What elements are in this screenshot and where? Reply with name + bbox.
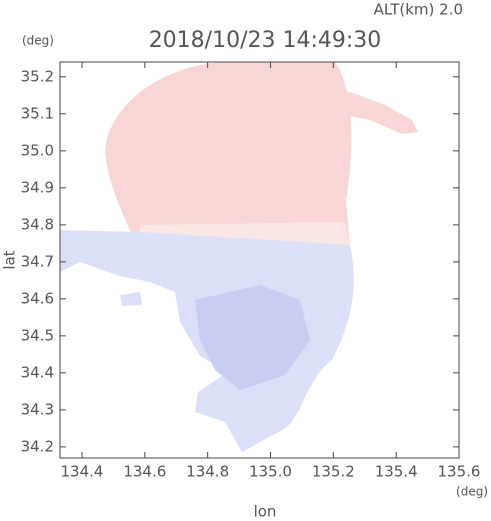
y-tick-label: 35.2 <box>21 67 54 85</box>
chart-title: 2018/10/23 14:49:30 <box>149 28 382 53</box>
altitude: ALT(km) 2.0 <box>374 1 463 19</box>
radar-field <box>60 62 418 452</box>
plot-frame <box>59 61 460 459</box>
y-tick-label: 35.1 <box>21 104 54 122</box>
pink-echo-ext <box>290 92 418 134</box>
y-tick-label: 34.5 <box>21 326 54 344</box>
y-tick-label: 34.3 <box>21 400 54 418</box>
x-tick-label: 135.6 <box>438 463 481 481</box>
y-tick-label: 34.4 <box>21 363 54 381</box>
x-tick-label: 134.6 <box>123 463 166 481</box>
y-tick-label: 34.7 <box>21 252 54 270</box>
y-unit: (deg) <box>22 34 54 48</box>
x-tick-label: 134.4 <box>61 463 104 481</box>
x-tick-label: 135.2 <box>312 463 355 481</box>
x-tick-label: 135.4 <box>375 463 418 481</box>
y-tick-label: 34.8 <box>21 215 54 233</box>
y-tick-label: 34.9 <box>21 178 54 196</box>
x-tick-label: 134.8 <box>186 463 229 481</box>
x-axis-label: lon <box>254 503 277 521</box>
x-tick-label: 135.0 <box>249 463 292 481</box>
y-tick-label: 35.0 <box>21 141 54 159</box>
blue-patch <box>120 292 142 306</box>
x-unit: (deg) <box>456 485 488 499</box>
pink-echo <box>105 62 352 255</box>
y-tick-label: 34.2 <box>21 437 54 455</box>
y-tick-label: 34.6 <box>21 289 54 307</box>
blue-core <box>195 285 310 390</box>
y-axis-label: lat <box>1 250 19 269</box>
